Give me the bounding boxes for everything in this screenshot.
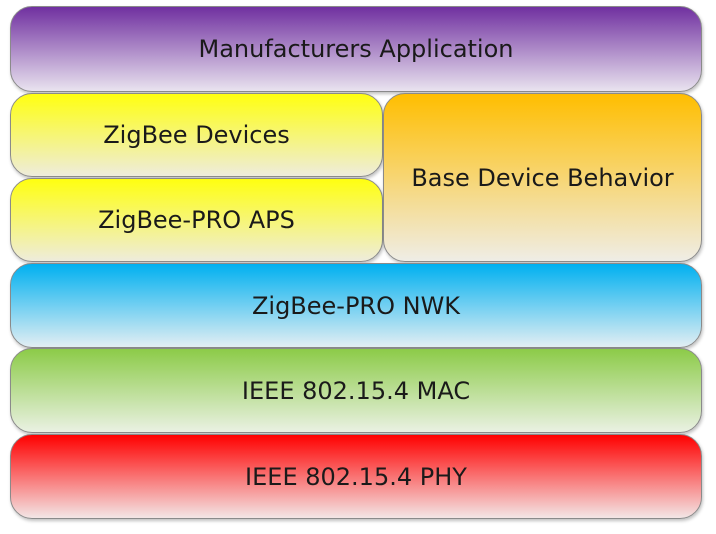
layer-label: ZigBee Devices <box>103 121 290 149</box>
layer-zigbee-pro-aps: ZigBee-PRO APS <box>10 178 383 262</box>
layer-ieee-mac: IEEE 802.15.4 MAC <box>10 348 702 433</box>
layer-zigbee-pro-nwk: ZigBee-PRO NWK <box>10 263 702 348</box>
layer-label: IEEE 802.15.4 PHY <box>245 462 467 491</box>
layer-label: ZigBee-PRO APS <box>98 206 295 234</box>
layer-label: Manufacturers Application <box>198 35 514 63</box>
layer-label: ZigBee-PRO NWK <box>251 291 461 320</box>
layer-manufacturers-application: Manufacturers Application <box>10 6 702 92</box>
layer-zigbee-devices: ZigBee Devices <box>10 93 383 177</box>
layer-base-device-behavior: Base Device Behavior <box>383 93 702 262</box>
layer-ieee-phy: IEEE 802.15.4 PHY <box>10 434 702 519</box>
layer-label: Base Device Behavior <box>411 163 674 192</box>
layer-label: IEEE 802.15.4 MAC <box>241 376 471 405</box>
